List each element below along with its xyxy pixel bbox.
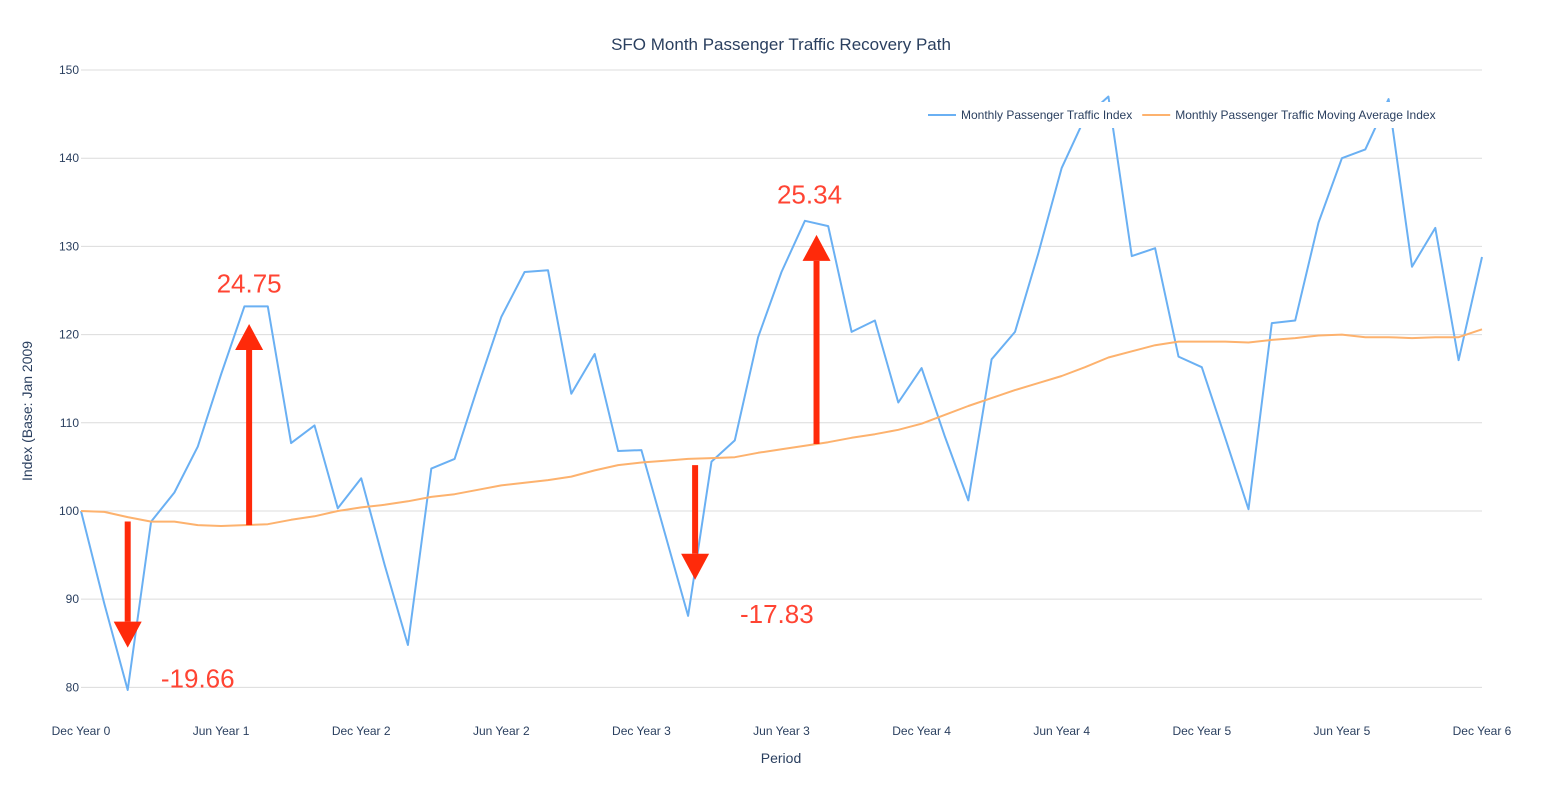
y-tick-label: 140: [59, 151, 79, 165]
y-tick-label: 150: [59, 63, 79, 77]
y-tick-label: 130: [59, 239, 79, 253]
x-axis-label: Period: [761, 750, 801, 766]
x-tick-label: Dec Year 2: [332, 724, 391, 738]
annotation-arrow-down: [113, 521, 142, 648]
arrow-head: [802, 234, 831, 261]
y-tick-label: 100: [59, 504, 79, 518]
series-lines: [80, 95, 1483, 691]
annotation-arrow-up: [802, 234, 831, 444]
arrow-head: [235, 324, 264, 350]
legend[interactable]: Monthly Passenger Traffic Index Monthly P…: [922, 102, 1502, 128]
y-tick-label: 80: [66, 680, 80, 694]
series-line-2: [80, 328, 1483, 527]
legend-label: Monthly Passenger Traffic Index: [961, 108, 1132, 122]
x-tick-label: Jun Year 3: [753, 724, 810, 738]
y-axis-label: Index (Base: Jan 2009: [19, 341, 35, 481]
chart-title: SFO Month Passenger Traffic Recovery Pat…: [611, 35, 951, 54]
x-tick-label: Dec Year 6: [1453, 724, 1512, 738]
x-tick-label: Jun Year 1: [193, 724, 250, 738]
y-tick-label: 110: [60, 416, 79, 430]
annotation-arrow-down: [681, 465, 710, 580]
annotation-label: 24.75: [217, 268, 282, 298]
x-tick-label: Jun Year 5: [1314, 724, 1371, 738]
y-tick-label: 120: [59, 328, 79, 342]
x-tick-label: Dec Year 0: [52, 724, 111, 738]
x-tick-label: Dec Year 3: [612, 724, 671, 738]
x-tick-label: Jun Year 4: [1033, 724, 1090, 738]
annotations: -19.66 24.75 -17.83 25.34: [113, 179, 842, 694]
series-line-1: [80, 95, 1483, 691]
x-axis-ticks: Dec Year 0 Jun Year 1 Dec Year 2 Jun Year 2…: [52, 724, 1512, 738]
x-tick-label: Dec Year 4: [892, 724, 951, 738]
legend-label: Monthly Passenger Traffic Moving Average…: [1175, 108, 1435, 122]
legend-item-1[interactable]: Monthly Passenger Traffic Index: [928, 108, 1132, 122]
arrow-head: [681, 553, 710, 580]
grid-lines: [81, 69, 1482, 688]
arrow-head: [113, 621, 142, 648]
legend-item-2[interactable]: Monthly Passenger Traffic Moving Average…: [1142, 108, 1436, 122]
annotation-arrow-up: [235, 324, 264, 526]
annotation-label: 25.34: [777, 179, 842, 209]
legend-background: [922, 102, 1502, 128]
y-tick-label: 90: [66, 592, 80, 606]
x-tick-label: Dec Year 5: [1172, 724, 1231, 738]
y-axis-ticks: 80 90 100 110 120 130 140 150: [59, 63, 79, 694]
annotation-label: -17.83: [740, 599, 814, 629]
x-tick-label: Jun Year 2: [473, 724, 530, 738]
annotation-label: -19.66: [161, 664, 235, 694]
